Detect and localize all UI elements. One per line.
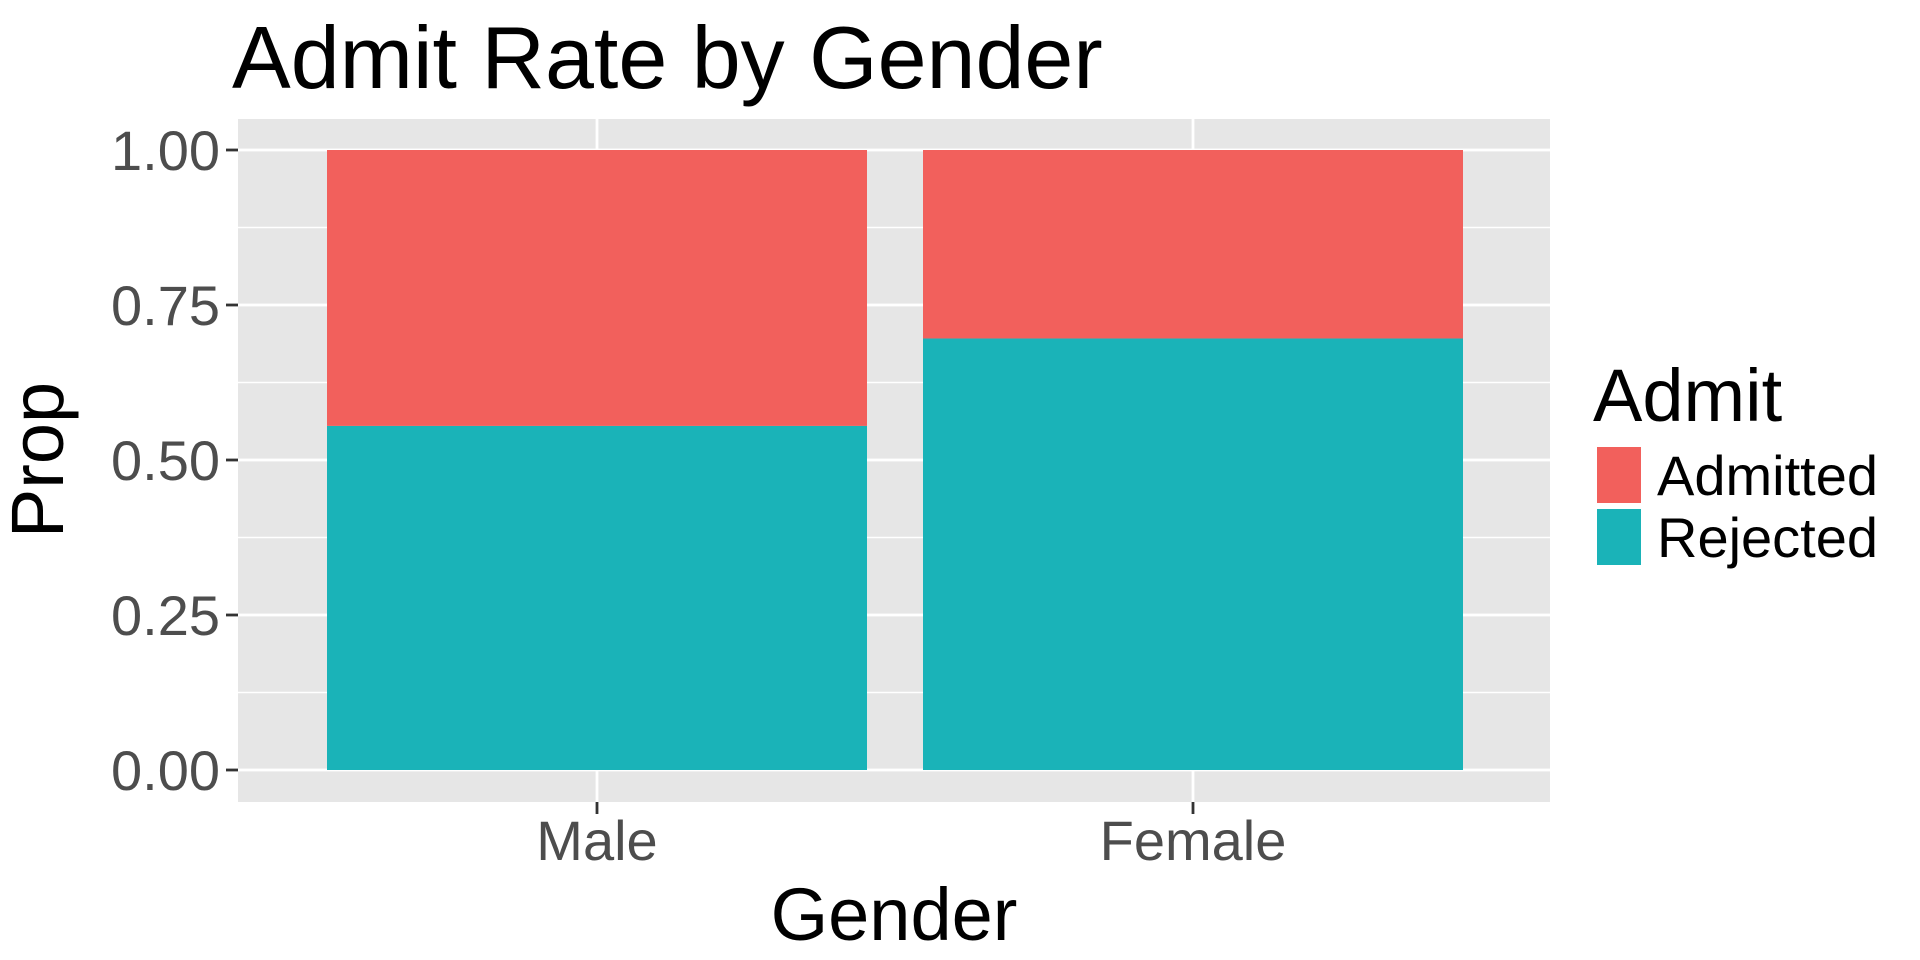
bar-male-admitted <box>327 150 867 426</box>
y-axis-title: Prop <box>0 382 79 538</box>
bar-male-rejected <box>327 425 867 770</box>
legend-key-admitted <box>1595 445 1643 505</box>
legend-label-rejected: Rejected <box>1657 506 1878 569</box>
y-axis: 0.00 0.25 0.50 0.75 1.00 <box>111 119 238 802</box>
y-tick-label: 0.25 <box>111 584 220 647</box>
y-tick-label: 0.00 <box>111 739 220 802</box>
x-tick-label: Female <box>1100 809 1287 872</box>
x-axis: Male Female <box>536 802 1286 872</box>
legend-label-admitted: Admitted <box>1657 444 1878 507</box>
x-tick-label: Male <box>536 809 657 872</box>
x-axis-title: Gender <box>771 873 1018 956</box>
chart-title: Admit Rate by Gender <box>232 8 1103 107</box>
bar-female-rejected <box>923 338 1463 770</box>
bars <box>327 150 1463 770</box>
legend-title: Admit <box>1593 354 1783 437</box>
y-tick-label: 1.00 <box>111 119 220 182</box>
y-tick-label: 0.75 <box>111 274 220 337</box>
y-tick-label: 0.50 <box>111 429 220 492</box>
legend-key-rejected <box>1595 507 1643 567</box>
bar-female-admitted <box>923 150 1463 339</box>
